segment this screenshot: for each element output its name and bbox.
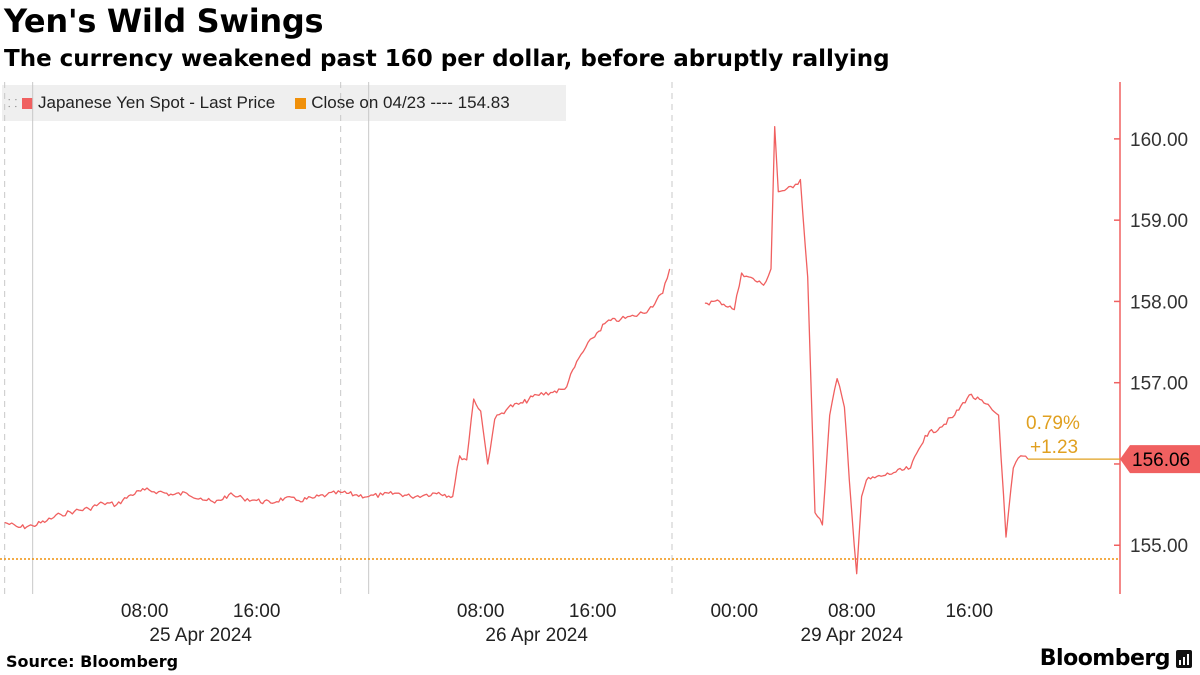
x-tick-label-6: 16:00: [945, 601, 993, 622]
legend-item-spot[interactable]: Japanese Yen Spot - Last Price: [18, 93, 275, 113]
x-tick-label-2: 08:00: [457, 601, 505, 622]
change-percent-label: 0.79%: [1026, 413, 1080, 434]
legend-label-spot: Japanese Yen Spot - Last Price: [38, 93, 276, 112]
y-tick-label-5: 160.00: [1130, 130, 1188, 151]
source-note: Source: Bloomberg: [6, 652, 179, 671]
legend-item-close[interactable]: Close on 04/23 ---- 154.83: [291, 93, 510, 113]
chart-subtitle: The currency weakened past 160 per dolla…: [4, 46, 890, 72]
x-axis: 08:00 16:00 08:00 16:00 00:00 08:00 16:00 25 Ap…: [121, 601, 993, 646]
bloomberg-terminal-icon: [1176, 650, 1192, 668]
legend: ⸬ Japanese Yen Spot - Last Price Close o…: [2, 85, 566, 121]
y-tick-label-3: 158.00: [1130, 292, 1188, 313]
plot-area: [0, 126, 1120, 575]
x-tick-label-1: 16:00: [233, 601, 281, 622]
x-tick-label-3: 16:00: [569, 601, 617, 622]
legend-swatch-close: [295, 97, 307, 109]
x-tick-label-5: 08:00: [828, 601, 876, 622]
vertical-separators: [4, 82, 673, 594]
y-tick-label-4: 159.00: [1130, 211, 1188, 232]
last-price-tag: [1120, 445, 1200, 474]
x-date-label-1: 26 Apr 2024: [485, 625, 588, 646]
x-tick-label-0: 08:00: [121, 601, 169, 622]
last-price-label: 156.06: [1132, 450, 1190, 471]
brand-logo: Bloomberg: [1039, 646, 1171, 671]
legend-label-close: Close on 04/23 ---- 154.83: [311, 93, 510, 112]
y-tick-label-2: 157.00: [1130, 374, 1188, 395]
series-line-spot-segment-0: [4, 268, 671, 530]
chart-title: Yen's Wild Swings: [4, 2, 324, 40]
y-tick-label-0: 155.00: [1130, 536, 1188, 557]
x-tick-label-4: 00:00: [710, 601, 758, 622]
legend-drag-handle-icon[interactable]: ⸬: [8, 97, 18, 110]
legend-swatch-spot: [22, 97, 33, 109]
x-date-label-0: 25 Apr 2024: [149, 625, 252, 646]
change-absolute-label: +1.23: [1030, 437, 1078, 458]
x-date-label-2: 29 Apr 2024: [801, 625, 904, 646]
series-line-spot-segment-1: [704, 126, 1029, 575]
annotations: 156.06 0.79% +1.23: [1026, 413, 1200, 474]
